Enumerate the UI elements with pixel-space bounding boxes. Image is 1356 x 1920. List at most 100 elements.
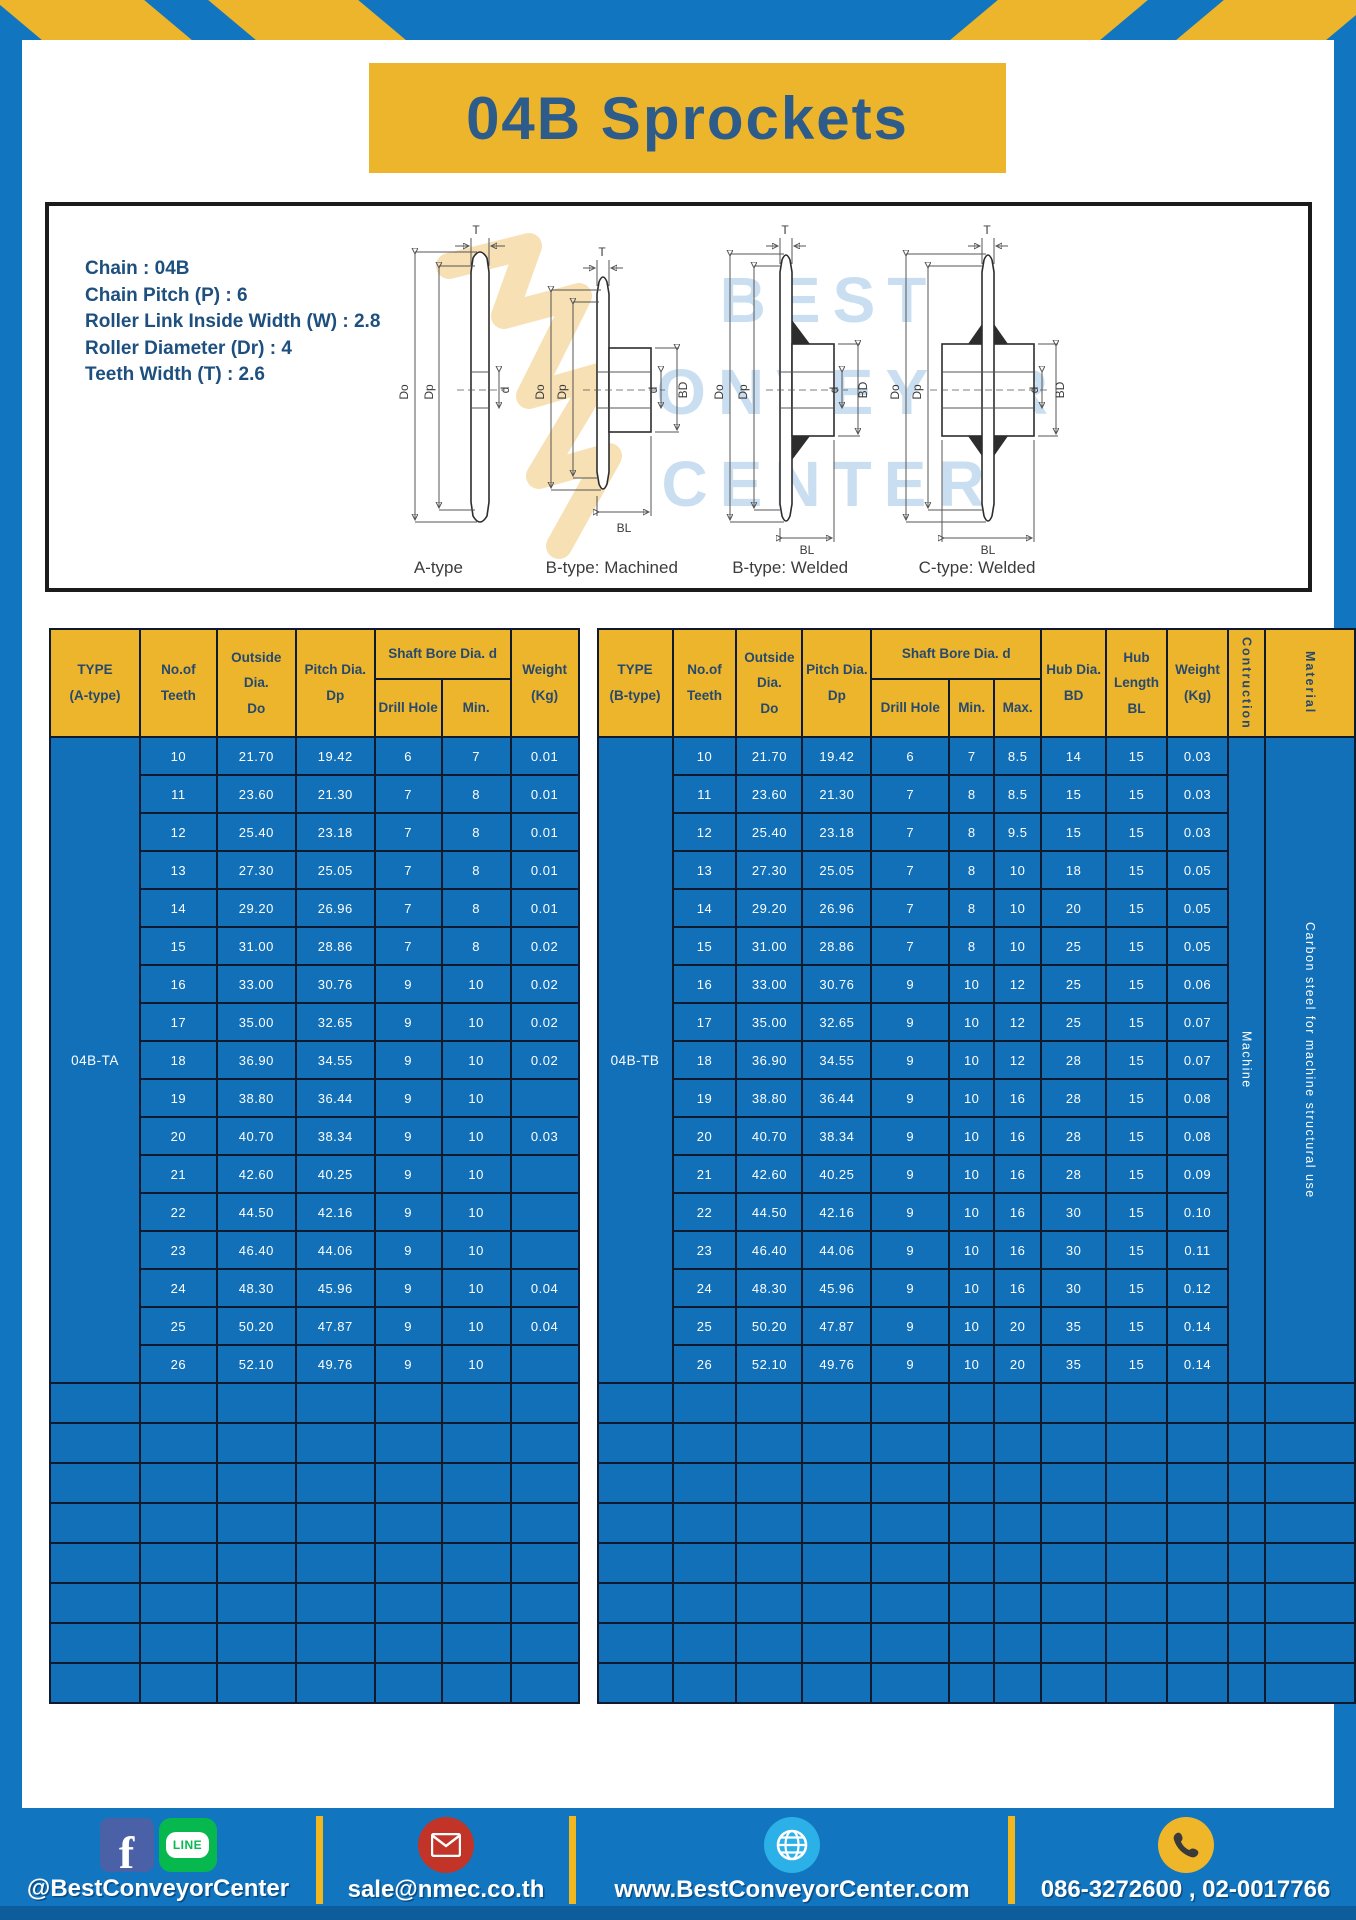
- data-cell: 7: [870, 888, 951, 928]
- empty-cell: [870, 1382, 951, 1424]
- data-cell: 9: [870, 1268, 951, 1308]
- table-row: 04B-TB 10 21.70 19.42 6 7 8.5 14 15 0.03 Machine Ca…: [596, 736, 1356, 1384]
- data-cell: 50.20: [215, 1306, 297, 1346]
- empty-cell: [1263, 1502, 1356, 1544]
- data-cell: 15: [1105, 1344, 1169, 1384]
- empty-cell: [1166, 1582, 1229, 1624]
- data-cell: 15: [1105, 1078, 1169, 1118]
- empty-cell: [1040, 1622, 1108, 1664]
- data-cell: 8: [440, 774, 512, 814]
- data-cell: 10: [440, 964, 512, 1004]
- svg-text:BD: BD: [856, 381, 870, 398]
- empty-cell: [735, 1422, 804, 1464]
- svg-text:Do: Do: [890, 384, 902, 400]
- table-row: 21 42.60 40.25 9 10: [50, 1154, 580, 1194]
- data-cell: 9: [373, 1002, 443, 1042]
- data-cell: 29.20: [215, 888, 297, 928]
- empty-cell: [1166, 1542, 1229, 1584]
- empty-cell: [1263, 1422, 1356, 1464]
- empty-row: [596, 1462, 1356, 1504]
- empty-cell: [1263, 1462, 1356, 1504]
- b-type-machined-diagram-icon: T Do Dp d BD: [533, 245, 690, 535]
- chain-specs: Chain : 04B Chain Pitch (P) : 6 Roller L…: [85, 256, 380, 389]
- empty-cell: [596, 1662, 674, 1704]
- empty-cell: [1166, 1382, 1229, 1424]
- watermark-line: CENTER: [661, 448, 997, 520]
- empty-row: [596, 1422, 1356, 1464]
- table-row: 15 31.00 28.86 7 8 0.02: [50, 926, 580, 966]
- data-cell: 11: [671, 774, 738, 814]
- empty-cell: [1226, 1582, 1266, 1624]
- empty-cell: [509, 1502, 580, 1544]
- empty-cell: [993, 1502, 1043, 1544]
- table-a-type: TYPE (A-type) No.of Teeth Outside Dia. D…: [49, 628, 580, 1704]
- empty-cell: [735, 1662, 804, 1704]
- data-cell: 8.5: [993, 774, 1043, 814]
- data-cell: 40.25: [801, 1154, 873, 1194]
- data-cell: 0.06: [1166, 964, 1229, 1004]
- table-row: 23 46.40 44.06 9 10 16 30 15 0.11: [598, 1230, 1355, 1270]
- data-cell: 8: [440, 812, 512, 852]
- data-cell: 45.96: [294, 1268, 376, 1308]
- spec-tables: TYPE (A-type) No.of Teeth Outside Dia. D…: [49, 628, 1356, 1704]
- data-cell: 46.40: [735, 1230, 804, 1270]
- empty-cell: [1105, 1422, 1169, 1464]
- empty-cell: [735, 1502, 804, 1544]
- empty-cell: [440, 1582, 512, 1624]
- empty-cell: [948, 1422, 996, 1464]
- col-header-material: Material: [1263, 628, 1356, 738]
- data-cell: 21.70: [735, 736, 804, 776]
- data-cell: 0.03: [1166, 812, 1229, 852]
- empty-row: [49, 1462, 580, 1504]
- empty-cell: [509, 1582, 580, 1624]
- data-cell: 25: [138, 1306, 218, 1346]
- empty-cell: [870, 1462, 951, 1504]
- data-cell: 32.65: [294, 1002, 376, 1042]
- data-cell: 24: [138, 1268, 218, 1308]
- data-cell: 7: [870, 850, 951, 890]
- data-cell: 15: [1105, 1192, 1169, 1232]
- empty-cell: [870, 1502, 951, 1544]
- table-row: 17 35.00 32.65 9 10 0.02: [50, 1002, 580, 1042]
- footer-divider: [316, 1816, 323, 1904]
- data-cell: 15: [1040, 774, 1108, 814]
- data-cell: 7: [373, 888, 443, 928]
- data-cell: 7: [373, 774, 443, 814]
- footer-divider: [569, 1816, 576, 1904]
- data-cell: 15: [1105, 1116, 1169, 1156]
- empty-cell: [138, 1662, 218, 1704]
- data-cell: 0.07: [1166, 1040, 1229, 1080]
- empty-cell: [138, 1422, 218, 1464]
- col-header-min: Min.: [948, 678, 996, 738]
- data-cell: 15: [1105, 774, 1169, 814]
- type-cell: 04B-TA: [49, 736, 141, 1384]
- table-row: 13 27.30 25.05 7 8 0.01: [50, 850, 580, 890]
- data-cell: 38.34: [801, 1116, 873, 1156]
- empty-cell: [49, 1542, 141, 1584]
- data-cell: 0.08: [1166, 1078, 1229, 1118]
- empty-cell: [509, 1622, 580, 1664]
- empty-cell: [294, 1662, 376, 1704]
- empty-cell: [801, 1542, 873, 1584]
- data-cell: 10: [138, 736, 218, 776]
- svg-text:BD: BD: [1053, 381, 1065, 398]
- empty-cell: [1226, 1542, 1266, 1584]
- svg-text:T: T: [983, 223, 991, 237]
- data-cell: [509, 1344, 580, 1384]
- data-cell: 10: [948, 1116, 996, 1156]
- data-cell: 0.14: [1166, 1306, 1229, 1346]
- empty-cell: [1226, 1622, 1266, 1664]
- data-cell: 28: [1040, 1078, 1108, 1118]
- empty-cell: [294, 1422, 376, 1464]
- data-cell: 10: [440, 1268, 512, 1308]
- table-row: 20 40.70 38.34 9 10 16 28 15 0.08: [598, 1116, 1355, 1156]
- data-cell: 25.40: [215, 812, 297, 852]
- data-cell: 0.05: [1166, 850, 1229, 890]
- data-cell: [509, 1192, 580, 1232]
- data-cell: 30.76: [294, 964, 376, 1004]
- b-type-machined-figure: T Do Dp d BD: [533, 220, 691, 584]
- empty-cell: [1263, 1582, 1356, 1624]
- data-cell: 17: [671, 1002, 738, 1042]
- data-cell: 9.5: [993, 812, 1043, 852]
- data-cell: 33.00: [735, 964, 804, 1004]
